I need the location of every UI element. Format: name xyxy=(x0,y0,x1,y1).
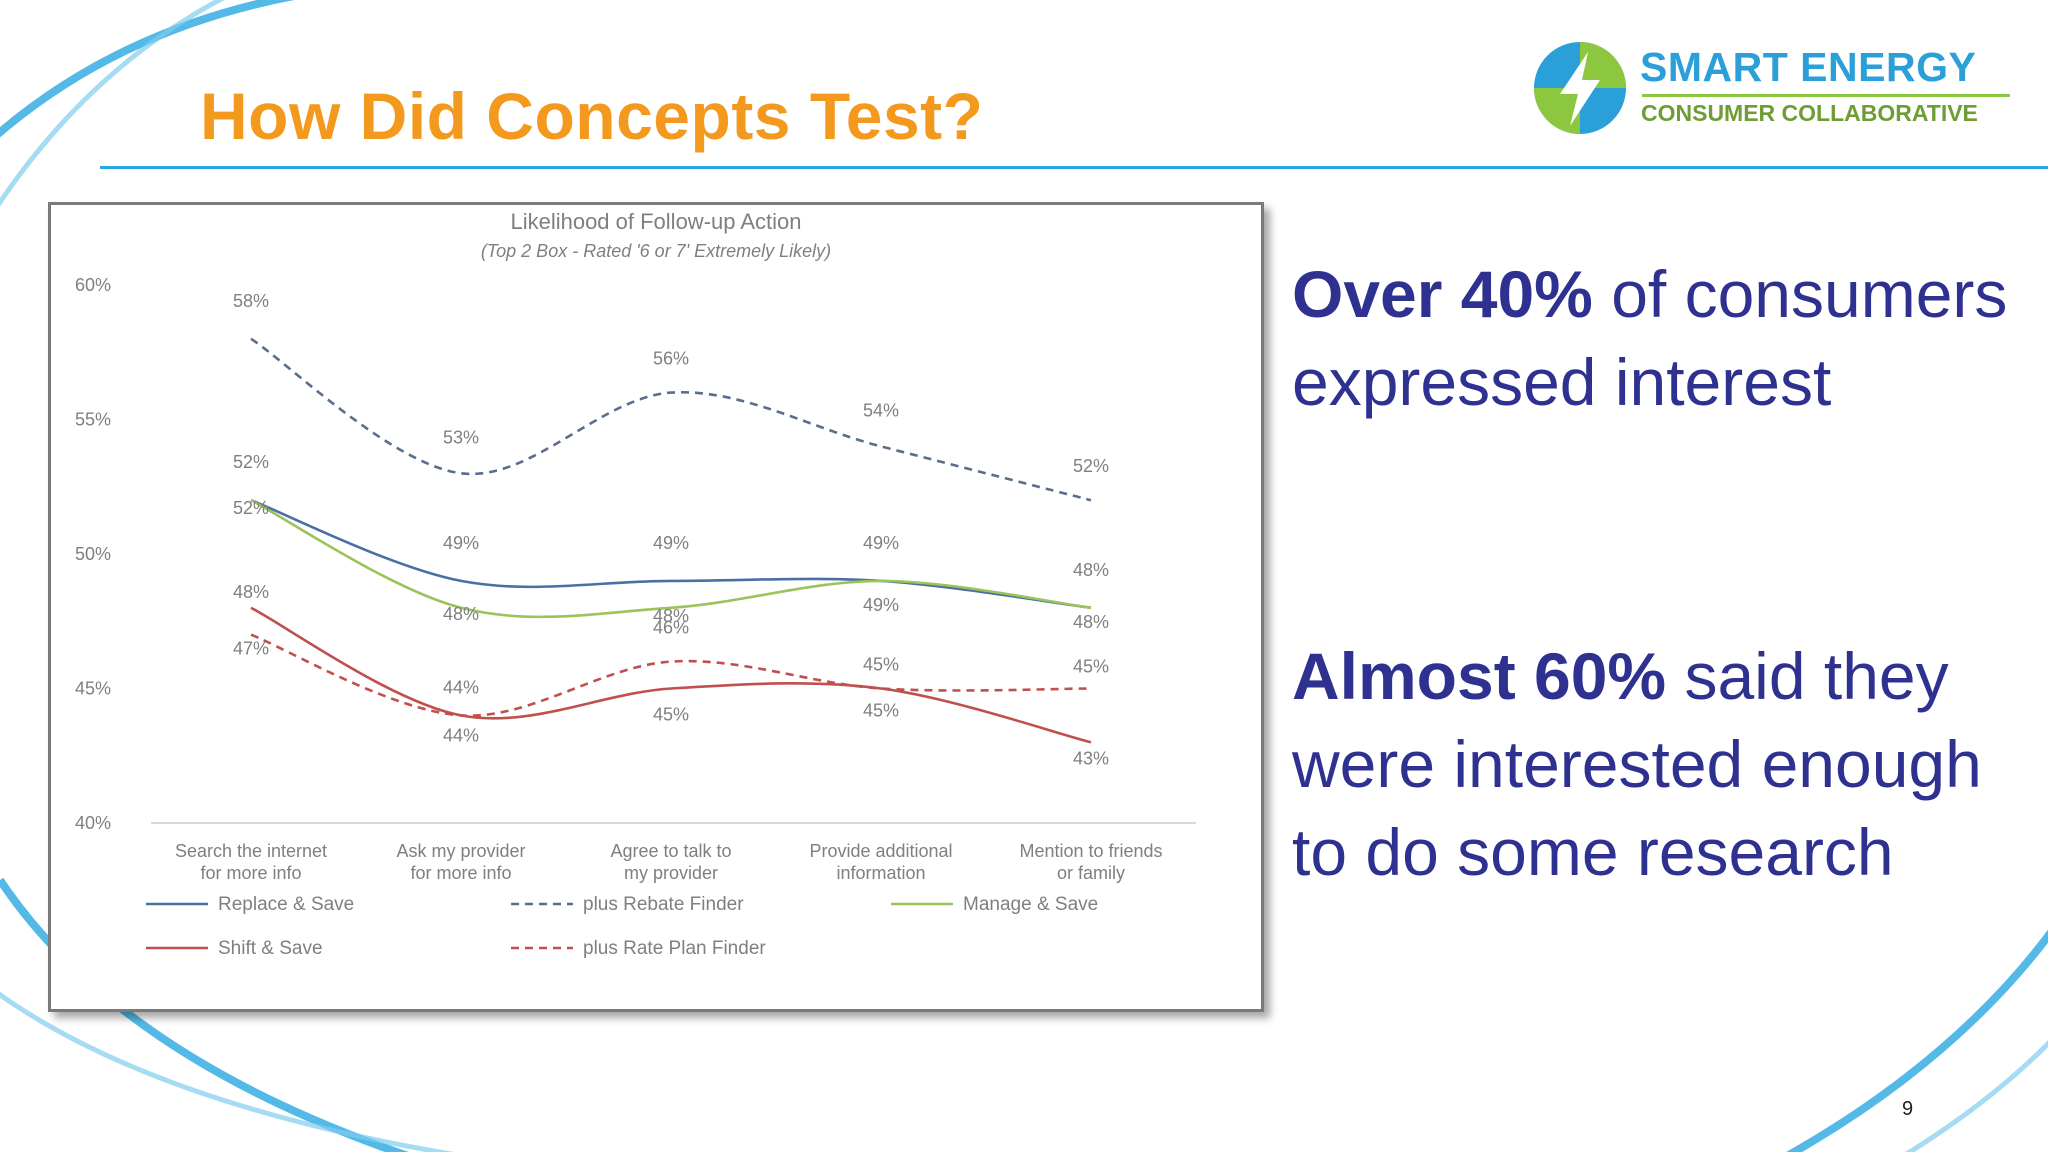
data-label: 49% xyxy=(653,533,689,553)
data-label: 48% xyxy=(233,582,269,602)
data-label: 54% xyxy=(863,400,899,420)
x-tick-label: for more info xyxy=(410,863,511,883)
y-tick-label: 60% xyxy=(75,275,111,295)
data-label: 45% xyxy=(653,705,689,725)
data-label: 45% xyxy=(863,701,899,721)
data-label: 48% xyxy=(1073,560,1109,580)
callout-2-emphasis: Almost 60% xyxy=(1292,639,1667,713)
data-label: 45% xyxy=(1073,657,1109,677)
legend-label: Replace & Save xyxy=(218,894,354,915)
data-label: 58% xyxy=(233,291,269,311)
data-label: 53% xyxy=(443,427,479,447)
x-tick-label: Ask my provider xyxy=(396,841,525,861)
x-tick-label: or family xyxy=(1057,863,1125,883)
page-number: 9 xyxy=(1902,1098,1914,1120)
data-label: 45% xyxy=(863,655,899,675)
data-label: 49% xyxy=(863,595,899,615)
x-tick-label: Search the internet xyxy=(175,841,327,861)
y-tick-label: 50% xyxy=(75,544,111,564)
y-tick-label: 55% xyxy=(75,410,111,430)
series-line-1 xyxy=(250,337,1092,502)
data-label: 44% xyxy=(443,677,479,697)
data-label: 47% xyxy=(233,639,269,659)
series-line-2 xyxy=(250,499,1092,619)
series-line-4 xyxy=(250,633,1092,717)
data-label: 56% xyxy=(653,349,689,369)
legend-label: plus Rate Plan Finder xyxy=(583,938,766,959)
chart-panel: Likelihood of Follow-up Action (Top 2 Box… xyxy=(48,202,1264,1012)
data-label: 43% xyxy=(1073,748,1109,768)
x-tick-label: my provider xyxy=(624,863,718,883)
callout-1-text: of consumers expressed interest xyxy=(1292,257,2008,419)
legend-label: Shift & Save xyxy=(218,938,323,959)
callout-2-text: said they were interested enough to do s… xyxy=(1292,639,1982,889)
series-line-0 xyxy=(250,498,1092,610)
logo-subtitle: CONSUMER COLLABORATIVE xyxy=(1641,100,1978,126)
series-line-3 xyxy=(250,606,1092,744)
x-tick-label: information xyxy=(836,863,925,883)
x-tick-label: Mention to friends xyxy=(1019,841,1162,861)
lightning-bolt-icon xyxy=(1534,42,1626,134)
line-chart: Likelihood of Follow-up Action (Top 2 Box… xyxy=(75,209,1196,959)
chart-title: Likelihood of Follow-up Action xyxy=(510,209,801,234)
x-tick-label: Provide additional xyxy=(809,841,952,861)
x-tick-label: Agree to talk to xyxy=(610,841,731,861)
data-label: 48% xyxy=(1073,612,1109,632)
title-divider xyxy=(100,166,2048,169)
chart-subtitle: (Top 2 Box - Rated '6 or 7' Extremely Li… xyxy=(481,241,831,261)
legend-label: Manage & Save xyxy=(963,894,1098,915)
callout-1-emphasis: Over 40% xyxy=(1292,257,1593,331)
data-label: 52% xyxy=(233,452,269,472)
y-tick-label: 40% xyxy=(75,813,111,833)
data-label: 48% xyxy=(653,606,689,626)
callout-over-40: Over 40% of consumers expressed interest xyxy=(1292,250,2032,426)
slide-title: How Did Concepts Test? xyxy=(200,79,984,153)
smart-energy-logo: SMART ENERGY CONSUMER COLLABORATIVE xyxy=(1530,38,2020,138)
legend-label: plus Rebate Finder xyxy=(583,894,744,915)
logo-divider xyxy=(1642,94,2010,97)
data-label: 44% xyxy=(443,725,479,745)
callout-almost-60: Almost 60% said they were interested eno… xyxy=(1292,632,2032,896)
data-label: 46% xyxy=(653,618,689,638)
data-label: 49% xyxy=(863,533,899,553)
x-tick-label: for more info xyxy=(200,863,301,883)
logo-name: SMART ENERGY xyxy=(1640,44,1977,90)
data-label: 48% xyxy=(443,604,479,624)
y-tick-label: 45% xyxy=(75,679,111,699)
data-label: 52% xyxy=(233,498,269,518)
data-label: 49% xyxy=(443,533,479,553)
data-label: 52% xyxy=(1073,456,1109,476)
